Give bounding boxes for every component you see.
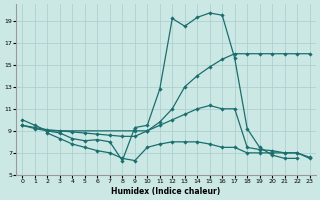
X-axis label: Humidex (Indice chaleur): Humidex (Indice chaleur) [111,187,221,196]
